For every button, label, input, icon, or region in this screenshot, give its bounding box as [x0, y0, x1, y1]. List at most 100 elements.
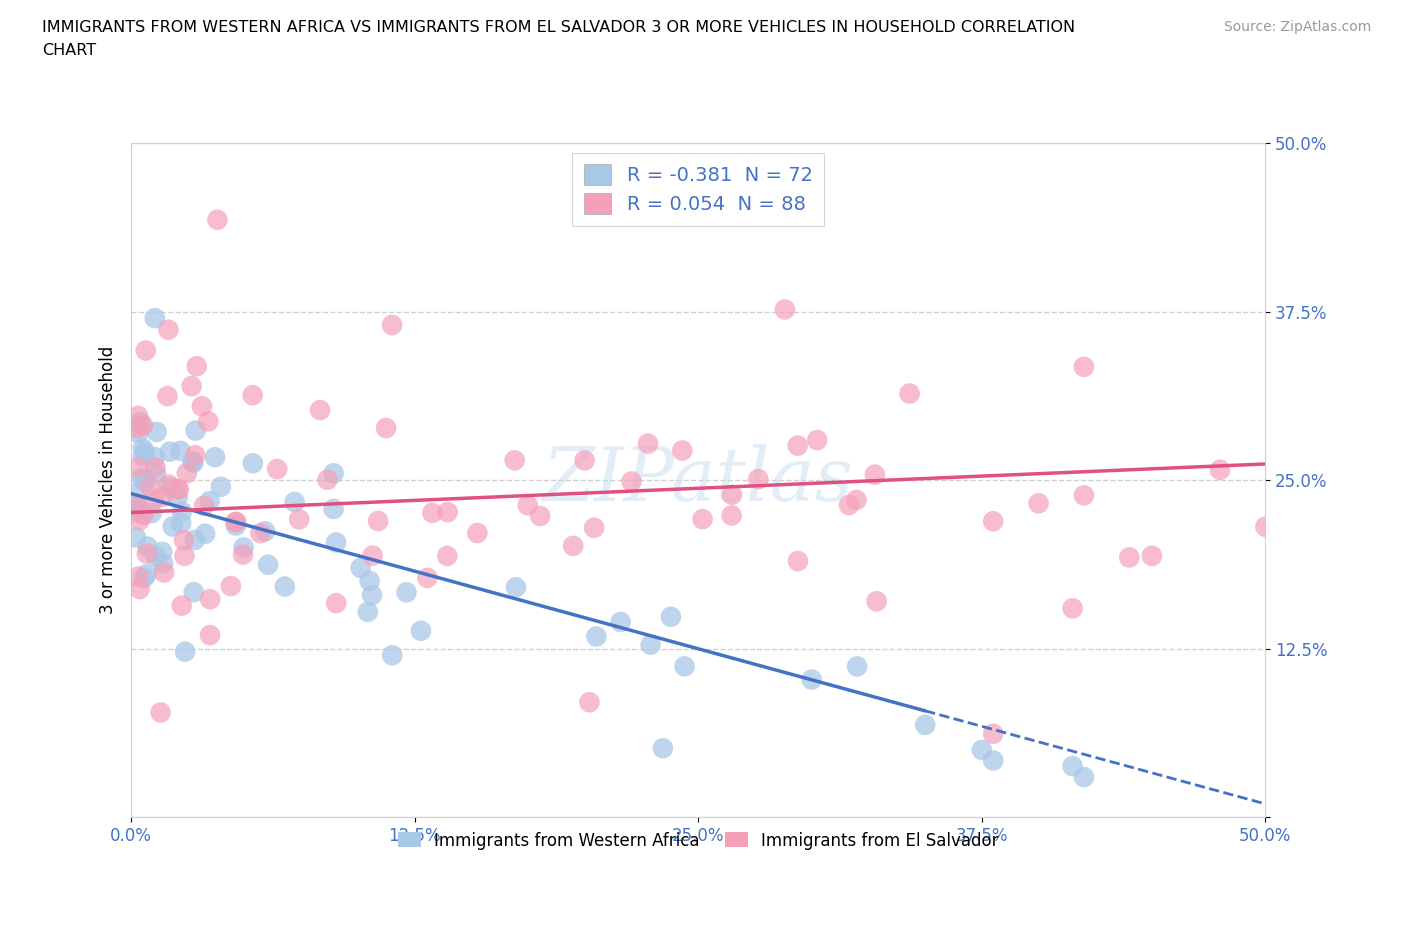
Point [578, 695, 600, 710]
Point [132, 507, 155, 522]
Point [288, 512, 311, 526]
Point [125, 486, 148, 501]
Point [361, 588, 384, 603]
Point [1254, 519, 1277, 534]
Point [1073, 488, 1095, 503]
Point [467, 525, 489, 540]
Point [139, 479, 162, 494]
Point [242, 388, 264, 403]
Point [309, 403, 332, 418]
Point [198, 494, 221, 509]
Point [359, 574, 381, 589]
Point [367, 513, 389, 528]
Point [361, 548, 384, 563]
Point [149, 705, 172, 720]
Point [125, 504, 148, 519]
Point [184, 423, 207, 438]
Point [132, 570, 155, 585]
Point [381, 317, 404, 332]
Point [152, 489, 174, 504]
Point [166, 482, 188, 497]
Point [173, 533, 195, 548]
Point [1118, 550, 1140, 565]
Point [143, 492, 166, 507]
Point [145, 459, 167, 474]
Point [325, 535, 347, 550]
Point [153, 565, 176, 580]
Point [436, 549, 458, 564]
Point [131, 471, 153, 485]
Point [132, 418, 155, 432]
Point [135, 567, 157, 582]
Point [174, 644, 197, 659]
Point [170, 598, 193, 613]
Point [692, 512, 714, 526]
Point [1073, 359, 1095, 374]
Point [609, 615, 631, 630]
Point [125, 497, 148, 512]
Point [800, 672, 823, 687]
Point [127, 420, 149, 435]
Point [357, 604, 380, 619]
Point [516, 498, 538, 512]
Text: ZIPatlas: ZIPatlas [543, 444, 853, 516]
Point [209, 479, 232, 494]
Point [134, 474, 156, 489]
Point [204, 450, 226, 465]
Point [127, 426, 149, 441]
Point [249, 525, 271, 540]
Point [207, 212, 229, 227]
Point [375, 420, 398, 435]
Point [583, 520, 606, 535]
Point [132, 448, 155, 463]
Point [191, 399, 214, 414]
Point [640, 637, 662, 652]
Point [169, 444, 191, 458]
Point [284, 495, 307, 510]
Point [152, 556, 174, 571]
Point [143, 311, 166, 325]
Point [422, 505, 444, 520]
Point [150, 544, 173, 559]
Point [806, 432, 828, 447]
Point [198, 591, 221, 606]
Point [134, 445, 156, 459]
Point [1209, 462, 1232, 477]
Y-axis label: 3 or more Vehicles in Household: 3 or more Vehicles in Household [100, 346, 117, 615]
Point [637, 436, 659, 451]
Point [181, 454, 204, 469]
Point [898, 386, 921, 401]
Point [145, 424, 167, 439]
Point [395, 585, 418, 600]
Point [981, 726, 1004, 741]
Point [194, 526, 217, 541]
Point [145, 549, 167, 564]
Point [224, 514, 246, 529]
Point [180, 379, 202, 393]
Point [1140, 549, 1163, 564]
Point [184, 533, 207, 548]
Point [219, 578, 242, 593]
Point [170, 515, 193, 530]
Point [436, 505, 458, 520]
Point [176, 466, 198, 481]
Point [134, 472, 156, 486]
Point [970, 742, 993, 757]
Point [620, 474, 643, 489]
Point [409, 623, 432, 638]
Point [132, 441, 155, 456]
Point [157, 323, 180, 338]
Point [865, 594, 887, 609]
Point [232, 540, 254, 555]
Point [167, 482, 190, 497]
Point [257, 557, 280, 572]
Point [673, 659, 696, 674]
Point [128, 581, 150, 596]
Point [981, 514, 1004, 529]
Point [170, 504, 193, 519]
Point [242, 456, 264, 471]
Point [193, 498, 215, 513]
Point [183, 585, 205, 600]
Point [322, 501, 344, 516]
Point [416, 570, 439, 585]
